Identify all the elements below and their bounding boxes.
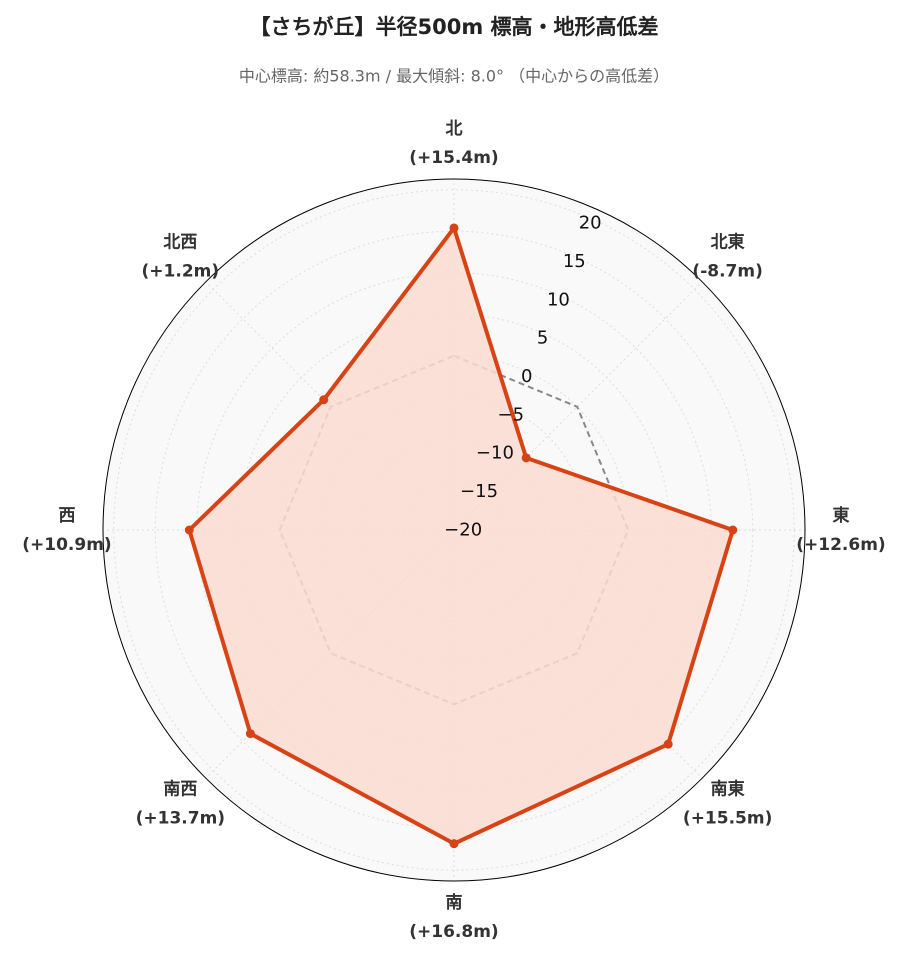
outer-circle [102, 178, 806, 882]
category-label: 北東 [711, 231, 745, 252]
chart-title: 【さちが丘】半径500m 標高・地形高低差 [249, 15, 658, 39]
grid-circle [113, 189, 795, 871]
data-point [449, 223, 459, 233]
r-tick-label: −15 [460, 481, 498, 502]
category-label: 北西 [163, 232, 197, 252]
data-point [319, 395, 329, 405]
r-tick-label: −20 [444, 519, 482, 540]
category-label: 西 [59, 506, 76, 526]
data-point [184, 525, 194, 535]
data-point [449, 839, 459, 849]
data-point [663, 739, 673, 749]
r-tick-label: 5 [537, 328, 548, 349]
r-tick-label: 0 [521, 366, 532, 387]
value-label: (+15.4m) [409, 148, 498, 168]
data-point [245, 729, 255, 739]
r-tick-label: 10 [547, 289, 570, 310]
category-label: 北 [446, 119, 463, 139]
category-label: 南 [446, 892, 463, 913]
r-tick-label: −10 [476, 443, 514, 464]
value-label: (+1.2m) [142, 261, 220, 281]
r-tick-label: 15 [563, 251, 586, 272]
category-label: 東 [833, 505, 850, 526]
value-label: (-8.7m) [692, 261, 762, 281]
value-label: (+12.6m) [796, 535, 885, 555]
data-point [521, 453, 531, 463]
value-label: (+16.8m) [409, 922, 498, 942]
value-label: (+13.7m) [136, 809, 225, 829]
value-label: (+15.5m) [683, 809, 772, 829]
chart-subtitle: 中心標高: 約58.3m / 最大傾斜: 8.0° （中心からの高低差） [239, 67, 669, 86]
r-tick-label: 20 [579, 213, 602, 234]
grid-circle [154, 230, 754, 830]
category-label: 南西 [163, 779, 197, 800]
category-label: 南東 [711, 779, 745, 800]
value-label: (+10.9m) [22, 535, 111, 555]
data-point [728, 525, 738, 535]
r-tick-label: −5 [498, 404, 525, 425]
spoke-line [453, 281, 703, 531]
